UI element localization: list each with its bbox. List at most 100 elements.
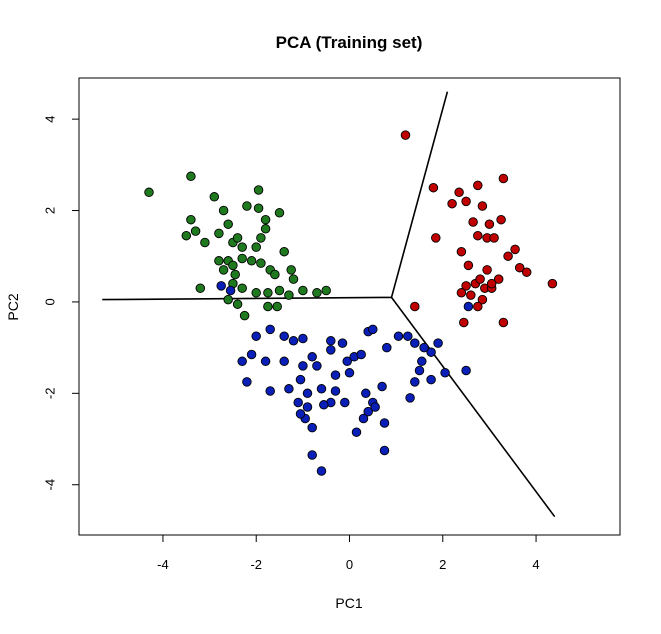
data-point-blue xyxy=(288,336,299,346)
data-point-blue xyxy=(403,331,413,341)
data-point-green xyxy=(274,208,285,218)
data-point-red xyxy=(473,301,483,312)
data-point-blue xyxy=(463,301,474,312)
data-point-green xyxy=(286,265,296,275)
data-point-blue xyxy=(337,338,348,348)
data-point-blue xyxy=(344,368,355,378)
data-point-red xyxy=(463,260,474,271)
data-point-green xyxy=(260,224,271,234)
data-point-green xyxy=(232,299,243,309)
data-point-blue xyxy=(410,338,420,348)
data-point-red xyxy=(486,278,497,289)
data-point-blue xyxy=(361,388,371,399)
data-point-blue xyxy=(330,386,341,396)
data-point-green xyxy=(288,274,299,284)
data-point-green xyxy=(237,283,247,293)
data-point-green xyxy=(260,214,271,225)
data-point-blue xyxy=(326,345,336,355)
data-point-green xyxy=(321,285,331,296)
boundary-line-3 xyxy=(390,296,556,518)
x-tick-label: 0 xyxy=(346,557,353,572)
data-point-green xyxy=(209,192,220,202)
data-point-green xyxy=(279,246,289,257)
data-point-green xyxy=(200,237,210,248)
data-point-green xyxy=(239,310,250,321)
data-point-red xyxy=(477,294,488,305)
data-point-green xyxy=(253,203,264,213)
y-tick-label: 4 xyxy=(42,116,57,123)
data-point-blue xyxy=(237,356,247,367)
data-point-blue xyxy=(393,331,404,341)
data-point-green xyxy=(214,228,224,239)
data-point-blue xyxy=(225,285,236,296)
data-point-green xyxy=(312,288,322,298)
data-point-blue xyxy=(307,422,317,433)
data-point-red xyxy=(503,251,513,261)
data-point-blue xyxy=(242,377,252,387)
data-point-green xyxy=(232,233,243,243)
data-point-red xyxy=(473,230,483,241)
data-point-red xyxy=(514,262,525,273)
data-point-green xyxy=(263,288,273,298)
data-point-green xyxy=(270,269,280,280)
y-tick-label: 2 xyxy=(42,207,57,214)
data-point-red xyxy=(475,274,485,284)
boundary-lines xyxy=(102,91,556,518)
data-point-green xyxy=(223,219,233,229)
data-point-blue xyxy=(330,370,341,380)
data-point-green xyxy=(272,301,282,312)
data-point-green xyxy=(246,256,257,266)
data-point-blue xyxy=(342,356,352,367)
data-point-red xyxy=(456,288,467,298)
data-point-green xyxy=(186,214,196,225)
data-point-blue xyxy=(379,418,390,428)
data-point-blue xyxy=(298,333,308,344)
data-point-green xyxy=(190,226,201,236)
data-point-red xyxy=(459,317,469,328)
data-point-green xyxy=(214,256,224,266)
data-point-green xyxy=(218,265,229,275)
data-point-red xyxy=(498,173,509,184)
data-point-blue xyxy=(351,427,362,437)
data-point-green xyxy=(144,187,154,198)
y-axis-label: PC2 xyxy=(5,293,21,320)
x-axis: -4 -2 0 2 4 xyxy=(157,534,540,572)
y-axis: -4 -2 0 2 4 xyxy=(42,116,80,491)
data-point-red xyxy=(493,274,504,284)
data-point-red xyxy=(496,214,506,225)
data-point-red xyxy=(484,219,495,229)
x-tick-label: 4 xyxy=(532,557,539,572)
data-point-red xyxy=(410,301,420,312)
x-tick-label: -2 xyxy=(250,557,262,572)
data-point-red xyxy=(466,290,476,300)
data-point-red xyxy=(510,244,520,255)
data-point-blue xyxy=(368,324,378,335)
data-point-red xyxy=(498,317,509,328)
data-point-blue xyxy=(382,342,392,353)
data-point-blue xyxy=(340,397,350,408)
data-point-green xyxy=(181,230,192,241)
data-point-green xyxy=(218,205,229,216)
data-point-blue xyxy=(307,352,317,362)
data-point-green xyxy=(237,242,247,252)
x-tick-label: -4 xyxy=(157,557,169,572)
data-point-red xyxy=(400,130,411,140)
data-point-blue xyxy=(246,349,257,360)
y-tick-label: 0 xyxy=(42,298,57,305)
data-point-blue xyxy=(358,413,369,424)
data-point-green xyxy=(284,290,294,300)
data-point-blue xyxy=(405,393,415,403)
data-point-red xyxy=(468,217,478,227)
y-tick-label: -4 xyxy=(42,479,57,491)
data-point-red xyxy=(461,196,471,207)
data-point-green xyxy=(242,201,252,211)
data-point-red xyxy=(489,233,499,243)
chart-title: PCA (Training set) xyxy=(276,33,423,52)
data-point-blue xyxy=(293,397,303,408)
data-point-green xyxy=(251,242,261,252)
data-point-green xyxy=(186,171,196,182)
data-point-blue xyxy=(260,356,271,367)
data-point-green xyxy=(230,269,240,280)
data-point-red xyxy=(428,182,439,193)
data-point-green xyxy=(251,288,261,298)
